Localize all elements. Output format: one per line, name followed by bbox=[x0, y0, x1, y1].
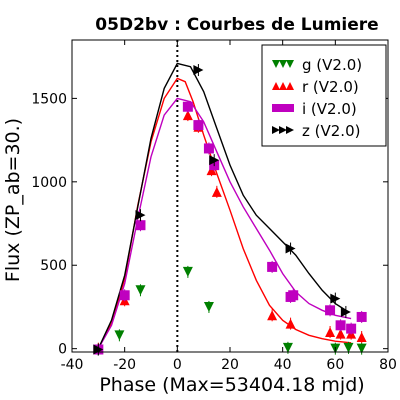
y-tick-label: 1000 bbox=[31, 175, 67, 191]
legend-marker bbox=[286, 104, 294, 112]
y-tick-label: 1500 bbox=[31, 91, 67, 107]
data-point-g bbox=[182, 266, 193, 277]
data-point-r bbox=[325, 326, 336, 337]
x-tick-label: -40 bbox=[61, 357, 84, 373]
y-tick-label: 0 bbox=[58, 342, 67, 358]
x-tick-label: 0 bbox=[173, 357, 182, 373]
legend-marker bbox=[279, 60, 287, 68]
x-tick-label: 20 bbox=[221, 357, 239, 373]
data-point-i bbox=[356, 311, 367, 322]
data-point-r bbox=[211, 186, 222, 197]
data-point-r bbox=[206, 165, 217, 176]
chart-title: 05D2bv : Courbes de Lumiere bbox=[95, 15, 378, 35]
data-point-i bbox=[288, 290, 299, 301]
legend-marker bbox=[272, 60, 280, 68]
y-tick-label: 500 bbox=[40, 258, 67, 274]
legend-label: i (V2.0) bbox=[302, 100, 357, 118]
axis-ticks: -40 -20 0 20 40 60 80 0 500 1000 1500 bbox=[31, 40, 397, 373]
data-point-g bbox=[203, 301, 214, 312]
data-point-i bbox=[119, 290, 130, 301]
data-point-i bbox=[267, 261, 278, 272]
x-tick-label: 60 bbox=[326, 357, 344, 373]
legend-label: r (V2.0) bbox=[302, 78, 359, 96]
x-tick-label: 80 bbox=[379, 357, 397, 373]
legend-label: g (V2.0) bbox=[302, 56, 362, 74]
legend: g (V2.0) r (V2.0) i (V2.0) z (V2.0) bbox=[261, 44, 387, 147]
y-axis-label: Flux (ZP_ab=30.) bbox=[2, 118, 24, 282]
data-point-r bbox=[356, 331, 367, 342]
data-point-i bbox=[203, 143, 214, 154]
data-point-g bbox=[114, 330, 125, 341]
legend-marker bbox=[279, 104, 287, 112]
data-point-g bbox=[356, 343, 367, 354]
data-point-r bbox=[335, 328, 346, 339]
legend-marker bbox=[286, 82, 294, 90]
data-point-i bbox=[346, 323, 357, 334]
data-point-z bbox=[285, 243, 296, 254]
legend-label: z (V2.0) bbox=[302, 122, 360, 140]
data-point-g bbox=[343, 342, 354, 353]
data-point-i bbox=[182, 101, 193, 112]
legend-marker bbox=[279, 126, 287, 134]
data-point-z bbox=[135, 210, 146, 221]
data-point-i bbox=[135, 220, 146, 231]
legend-marker bbox=[272, 126, 280, 134]
data-point-i bbox=[193, 120, 204, 131]
data-point-z bbox=[340, 306, 351, 317]
data-point-g bbox=[282, 342, 293, 353]
data-point-z bbox=[209, 155, 220, 166]
legend-marker bbox=[272, 82, 280, 90]
x-tick-label: -20 bbox=[113, 357, 136, 373]
x-tick-label: 40 bbox=[274, 357, 292, 373]
legend-marker bbox=[279, 82, 287, 90]
x-axis-label: Phase (Max=53404.18 mjd) bbox=[99, 374, 364, 396]
data-point-g bbox=[135, 285, 146, 296]
legend-marker bbox=[286, 60, 294, 68]
legend-marker bbox=[286, 126, 294, 134]
legend-marker bbox=[272, 104, 280, 112]
data-point-i bbox=[325, 305, 336, 316]
fit-curve-i bbox=[97, 97, 352, 350]
data-point-r bbox=[267, 310, 278, 321]
data-point-r bbox=[285, 318, 296, 329]
data-point-z bbox=[193, 65, 204, 76]
data-point-r bbox=[182, 110, 193, 121]
data-point-i bbox=[335, 320, 346, 331]
plot-area bbox=[93, 40, 367, 356]
fit-curve-z bbox=[97, 62, 349, 349]
data-point-z bbox=[330, 293, 341, 304]
